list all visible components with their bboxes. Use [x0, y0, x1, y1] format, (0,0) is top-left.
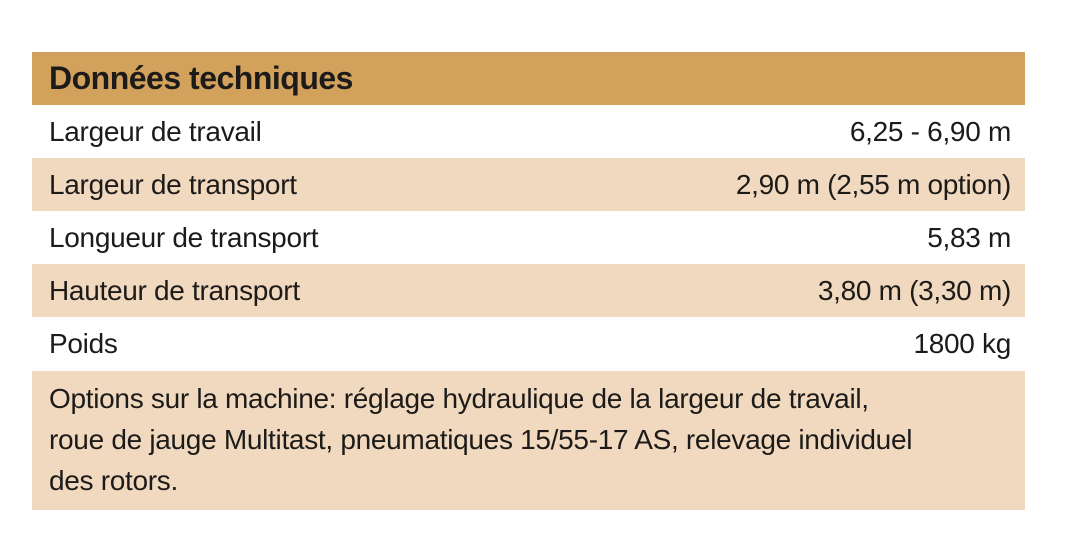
row-label: Largeur de transport [49, 168, 297, 200]
options-note-line: roue de jauge Multitast, pneumatiques 15… [49, 424, 913, 455]
machine-options-note: Options sur la machine: réglage hydrauli… [32, 371, 1025, 510]
table-title: Données techniques [49, 60, 353, 96]
row-value: 3,80 m (3,30 m) [817, 274, 1011, 306]
row-label: Poids [49, 327, 118, 359]
table-row-working-width: Largeur de travail 6,25 - 6,90 m [32, 105, 1025, 158]
table-row-transport-height: Hauteur de transport 3,80 m (3,30 m) [32, 264, 1025, 317]
row-value: 6,25 - 6,90 m [849, 115, 1011, 147]
row-label: Largeur de travail [49, 115, 262, 147]
table-row-weight: Poids 1800 kg [32, 317, 1025, 370]
options-note-line: Options sur la machine: réglage hydrauli… [49, 383, 869, 414]
row-label: Hauteur de transport [49, 274, 300, 306]
technical-data-table: Données techniques Largeur de travail 6,… [32, 52, 1025, 510]
row-value: 5,83 m [927, 221, 1011, 253]
row-value: 2,90 m (2,55 m option) [735, 168, 1011, 200]
table-row-transport-length: Longueur de transport 5,83 m [32, 211, 1025, 264]
options-note-line: des rotors. [49, 465, 178, 496]
row-value: 1800 kg [913, 327, 1011, 359]
table-row-transport-width: Largeur de transport 2,90 m (2,55 m opti… [32, 158, 1025, 211]
row-label: Longueur de transport [49, 221, 319, 253]
table-header: Données techniques [32, 52, 1025, 105]
